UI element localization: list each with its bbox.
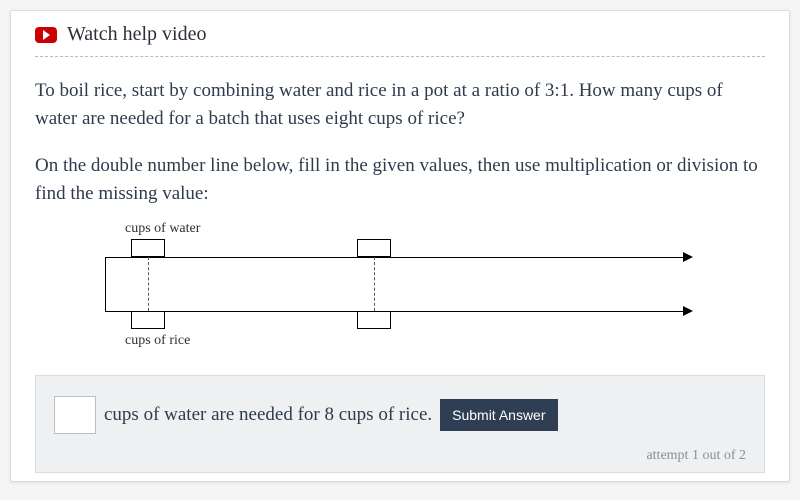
water-box-1[interactable]	[131, 239, 165, 257]
dashed-tick-1	[148, 257, 149, 311]
double-number-line-diagram: cups of water cups of rice	[95, 225, 715, 345]
answer-row: cups of water are needed for 8 cups of r…	[54, 396, 746, 434]
attempt-counter: attempt 1 out of 2	[54, 448, 746, 464]
problem-card: Watch help video To boil rice, start by …	[10, 10, 790, 482]
top-number-line	[105, 257, 685, 258]
answer-sentence: cups of water are needed for 8 cups of r…	[104, 404, 432, 426]
bottom-number-line	[105, 311, 685, 312]
youtube-icon	[35, 27, 57, 43]
diagram-top-label: cups of water	[125, 221, 200, 237]
answer-input[interactable]	[54, 396, 96, 434]
instruction-text: On the double number line below, fill in…	[35, 152, 765, 207]
submit-button[interactable]: Submit Answer	[440, 399, 557, 431]
rice-box-1[interactable]	[131, 311, 165, 329]
water-box-2[interactable]	[357, 239, 391, 257]
watch-video-label: Watch help video	[67, 23, 206, 46]
dashed-tick-2	[374, 257, 375, 311]
rice-box-2[interactable]	[357, 311, 391, 329]
top-arrowhead	[683, 252, 693, 262]
question-text: To boil rice, start by combining water a…	[35, 77, 765, 132]
answer-panel: cups of water are needed for 8 cups of r…	[35, 375, 765, 473]
diagram-bottom-label: cups of rice	[125, 333, 190, 349]
watch-video-link[interactable]: Watch help video	[35, 19, 765, 57]
bottom-arrowhead	[683, 306, 693, 316]
left-vertical-line	[105, 257, 106, 312]
